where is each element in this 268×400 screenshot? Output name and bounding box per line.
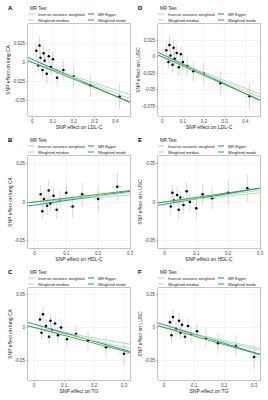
svg-text:0.2: 0.2 xyxy=(95,251,102,256)
svg-text:0.1: 0.1 xyxy=(63,251,70,256)
svg-text:0: 0 xyxy=(23,60,26,65)
svg-text:-0.05: -0.05 xyxy=(145,87,156,92)
svg-text:0: 0 xyxy=(33,251,36,256)
svg-text:Weighted median: Weighted median xyxy=(168,18,199,23)
svg-text:0.3: 0.3 xyxy=(121,383,128,388)
svg-text:0.4: 0.4 xyxy=(112,119,119,124)
svg-text:0.05: 0.05 xyxy=(146,292,155,297)
svg-text:SNP effect on LUSC: SNP effect on LUSC xyxy=(135,47,141,93)
svg-text:Weighted mode: Weighted mode xyxy=(98,282,127,287)
svg-text:Weighted median: Weighted median xyxy=(38,282,69,287)
svg-text:0.025: 0.025 xyxy=(14,41,26,46)
svg-text:F: F xyxy=(138,269,142,275)
svg-text:0: 0 xyxy=(33,383,36,388)
svg-text:0: 0 xyxy=(153,54,156,59)
svg-text:Inverse variance weighted: Inverse variance weighted xyxy=(38,144,84,149)
svg-text:MR Test: MR Test xyxy=(30,138,47,143)
svg-text:-0.025: -0.025 xyxy=(12,79,25,84)
svg-text:0: 0 xyxy=(153,325,156,330)
svg-text:-0.05: -0.05 xyxy=(15,238,26,243)
svg-text:-0.075: -0.075 xyxy=(142,104,155,109)
svg-text:MR Test: MR Test xyxy=(160,6,177,11)
svg-text:E: E xyxy=(138,137,142,143)
svg-text:-0.05: -0.05 xyxy=(15,98,26,103)
svg-text:Inverse variance weighted: Inverse variance weighted xyxy=(38,12,84,17)
svg-text:Weighted mode: Weighted mode xyxy=(228,282,257,287)
svg-text:SNP effect on TG: SNP effect on TG xyxy=(190,388,229,394)
svg-text:Inverse variance weighted: Inverse variance weighted xyxy=(168,276,214,281)
svg-text:C: C xyxy=(8,269,13,275)
svg-text:Inverse variance weighted: Inverse variance weighted xyxy=(168,12,214,17)
svg-text:Weighted median: Weighted median xyxy=(168,150,199,155)
svg-text:0.05: 0.05 xyxy=(16,161,25,166)
svg-text:0.3: 0.3 xyxy=(127,251,134,256)
svg-text:0.4: 0.4 xyxy=(242,119,249,124)
svg-text:SNP effect on lung CA: SNP effect on lung CA xyxy=(7,176,13,227)
svg-text:MR Egger: MR Egger xyxy=(98,144,117,149)
svg-text:0.2: 0.2 xyxy=(201,119,208,124)
svg-text:0.2: 0.2 xyxy=(221,383,228,388)
svg-text:SNP effect on LDL-C: SNP effect on LDL-C xyxy=(56,124,103,130)
svg-text:SNP effect on HDL-C: SNP effect on HDL-C xyxy=(185,256,233,262)
svg-text:0.2: 0.2 xyxy=(71,119,78,124)
svg-text:0.1: 0.1 xyxy=(191,383,198,388)
svg-text:0: 0 xyxy=(23,325,26,330)
svg-text:SNP effect on LUSC: SNP effect on LUSC xyxy=(137,179,143,225)
svg-text:Weighted mode: Weighted mode xyxy=(98,18,127,23)
svg-text:MR Egger: MR Egger xyxy=(228,12,247,17)
svg-text:0: 0 xyxy=(161,119,164,124)
svg-text:SNP effect on HDL-C: SNP effect on HDL-C xyxy=(55,256,103,262)
svg-text:SNP effect on lung CA: SNP effect on lung CA xyxy=(7,308,13,359)
svg-text:B: B xyxy=(8,137,13,143)
svg-text:0.3: 0.3 xyxy=(257,251,264,256)
svg-text:MR Egger: MR Egger xyxy=(98,12,117,17)
svg-text:0.3: 0.3 xyxy=(221,119,228,124)
svg-text:0.1: 0.1 xyxy=(193,251,200,256)
svg-text:-0.025: -0.025 xyxy=(142,71,155,76)
svg-text:Inverse variance weighted: Inverse variance weighted xyxy=(168,144,214,149)
svg-text:0: 0 xyxy=(31,119,34,124)
svg-text:D: D xyxy=(138,5,143,11)
svg-text:MR Test: MR Test xyxy=(30,270,47,275)
svg-text:Weighted median: Weighted median xyxy=(168,282,199,287)
svg-text:0.025: 0.025 xyxy=(144,38,156,43)
svg-text:Weighted mode: Weighted mode xyxy=(228,18,257,23)
svg-text:0.2: 0.2 xyxy=(225,251,232,256)
svg-text:SNP effect on LUSC: SNP effect on LUSC xyxy=(137,311,143,357)
svg-text:0: 0 xyxy=(153,200,156,205)
svg-text:Inverse variance weighted: Inverse variance weighted xyxy=(38,276,84,281)
svg-text:SNP effect on TG: SNP effect on TG xyxy=(60,388,99,394)
svg-text:MR Test: MR Test xyxy=(160,138,177,143)
svg-text:0.3: 0.3 xyxy=(251,383,258,388)
svg-text:MR Egger: MR Egger xyxy=(228,144,247,149)
svg-text:SNP effect on lung CA: SNP effect on lung CA xyxy=(5,44,11,95)
svg-text:Weighted mode: Weighted mode xyxy=(228,150,257,155)
svg-text:-0.05: -0.05 xyxy=(145,238,156,243)
svg-text:0: 0 xyxy=(163,251,166,256)
svg-text:MR Test: MR Test xyxy=(160,270,177,275)
svg-text:Weighted mode: Weighted mode xyxy=(98,150,127,155)
svg-text:-0.05: -0.05 xyxy=(15,358,26,363)
svg-text:A: A xyxy=(8,5,13,11)
svg-text:0: 0 xyxy=(163,383,166,388)
svg-text:-0.05: -0.05 xyxy=(145,358,156,363)
svg-text:0.3: 0.3 xyxy=(91,119,98,124)
svg-text:MR Test: MR Test xyxy=(30,6,47,11)
svg-text:Weighted median: Weighted median xyxy=(38,150,69,155)
svg-text:0: 0 xyxy=(23,200,26,205)
svg-text:MR Egger: MR Egger xyxy=(228,276,247,281)
svg-text:SNP effect on LDL-C: SNP effect on LDL-C xyxy=(186,124,233,130)
svg-text:0.05: 0.05 xyxy=(16,292,25,297)
svg-text:0.1: 0.1 xyxy=(61,383,68,388)
svg-text:0.1: 0.1 xyxy=(180,119,187,124)
svg-text:Weighted median: Weighted median xyxy=(38,18,69,23)
svg-text:MR Egger: MR Egger xyxy=(98,276,117,281)
svg-text:0.05: 0.05 xyxy=(146,161,155,166)
svg-text:0.2: 0.2 xyxy=(91,383,98,388)
svg-text:0.1: 0.1 xyxy=(50,119,57,124)
